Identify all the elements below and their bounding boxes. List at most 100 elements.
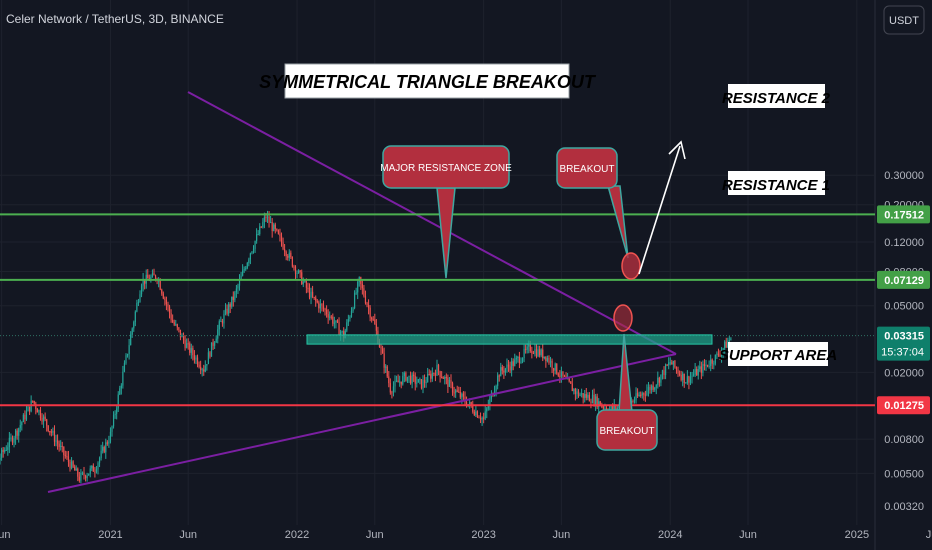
candle-body [472, 406, 474, 412]
currency-button[interactable]: USDT [883, 5, 925, 35]
candle-body [366, 303, 368, 305]
candle-body [4, 450, 6, 452]
price-tick-label: 0.05000 [884, 301, 924, 313]
candle-body [579, 394, 581, 396]
candle-body [615, 405, 617, 410]
candle-body [72, 461, 74, 467]
candle-body [220, 320, 222, 322]
candle-body [32, 400, 34, 402]
candle-body [84, 475, 87, 479]
candle-body [677, 369, 679, 374]
candle-body [69, 461, 71, 469]
candle-body [276, 228, 278, 231]
price-tag-value: 0.01275 [884, 400, 924, 412]
candle-body [327, 314, 329, 318]
candle-body [710, 359, 712, 366]
candle-body [562, 371, 564, 376]
candle-body [111, 426, 113, 432]
candle-body [722, 348, 724, 352]
candle-body [178, 327, 180, 330]
candle-body [372, 319, 374, 321]
candle-body [730, 338, 732, 341]
candle-body [548, 357, 550, 363]
candle-body [288, 252, 290, 258]
candle-body [514, 359, 516, 366]
candle-body [218, 321, 220, 330]
candle-body [706, 364, 709, 367]
time-tick-label: Jun [926, 529, 932, 541]
candle-body [67, 456, 70, 462]
candle-body [669, 362, 671, 364]
price-tag-resistance [877, 205, 930, 224]
candle-body [699, 366, 701, 370]
candle-body [539, 349, 541, 356]
candle-body [296, 272, 298, 274]
candle-body [406, 376, 409, 381]
candle-body [210, 342, 213, 357]
candle-body [100, 450, 102, 458]
candle-body [500, 367, 502, 377]
candle-body [335, 320, 337, 323]
candle-body [442, 377, 444, 379]
candle-body [298, 270, 300, 273]
candle-body [553, 368, 555, 371]
candle-body [591, 394, 594, 403]
candle-body [223, 313, 225, 324]
candle-body [63, 446, 65, 455]
candle-body [201, 369, 203, 371]
candle-body [192, 348, 194, 356]
currency-button-label[interactable]: USDT [889, 15, 919, 27]
candle-body [266, 216, 269, 219]
candle-body [394, 380, 396, 387]
candle-body [284, 249, 286, 252]
candle-body [19, 425, 21, 429]
time-tick-label: 2021 [98, 529, 122, 541]
candle-body [638, 394, 640, 397]
candle-body [465, 402, 468, 407]
candle-body [369, 307, 371, 318]
candle-body [557, 373, 559, 376]
candle-body [49, 431, 51, 433]
candle-body [123, 363, 126, 372]
currency-button-frame[interactable] [883, 5, 925, 35]
candle-body [325, 309, 328, 315]
candle-body [385, 366, 387, 368]
candle-body [610, 405, 612, 410]
candle-body [61, 445, 63, 447]
candle-body [125, 355, 127, 364]
candle-body [595, 396, 597, 405]
candle-body [498, 375, 500, 377]
candle-body [689, 376, 692, 383]
candle-body [83, 472, 85, 476]
price-tag-value: 0.07129 [884, 275, 924, 287]
candle-body [563, 375, 566, 377]
candle-body [209, 352, 211, 357]
candle-body [313, 296, 315, 298]
candle-body [78, 476, 80, 481]
candle-body [243, 269, 245, 271]
candle-body [470, 402, 472, 407]
candle-body [636, 393, 639, 397]
candle-body [214, 342, 216, 346]
candle-body [179, 329, 182, 338]
candle-body [486, 408, 488, 412]
candle-body [159, 280, 161, 290]
candle-body [302, 281, 304, 285]
price-tick-label: 0.00500 [884, 468, 924, 480]
horizontal-levels [0, 213, 875, 407]
candle-body [139, 294, 141, 303]
candle-body [546, 357, 549, 362]
candle-body [231, 296, 233, 307]
price-tick-label: 0.02000 [884, 367, 924, 379]
candle-body [437, 364, 440, 372]
candle-body [705, 364, 707, 367]
candle-body [545, 356, 547, 362]
candle-body [329, 316, 331, 318]
candle-body [130, 334, 132, 346]
candle-body [97, 462, 99, 470]
candle-body [35, 403, 37, 409]
candle-body [469, 402, 471, 404]
candle-body [363, 288, 365, 297]
candle-body [724, 341, 726, 349]
